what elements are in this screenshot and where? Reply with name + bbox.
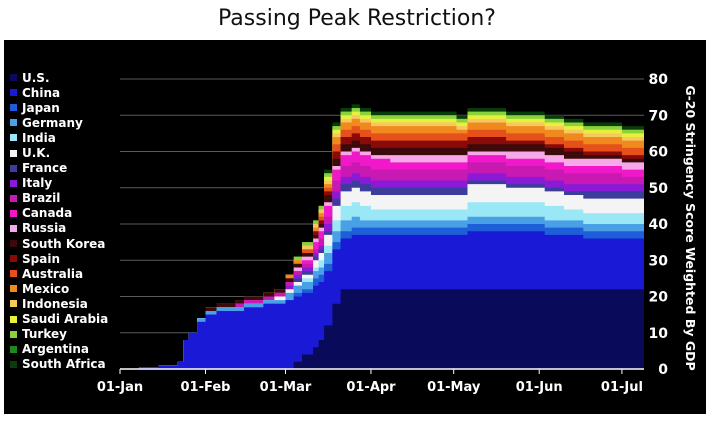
legend-label: India [22,130,56,145]
legend-item-japan: Japan [10,100,108,115]
legend-item-france: France [10,161,108,176]
legend-swatch [10,74,17,82]
legend-item-u-s-: U.S. [10,70,108,85]
x-tick-label: 01-Mar [260,380,312,395]
legend-label: China [22,85,61,100]
legend-label: France [22,161,68,176]
legend-item-mexico: Mexico [10,281,108,296]
legend-swatch [10,164,17,172]
y-tick-label: 50 [649,181,669,197]
x-tick-label: 01-Jun [516,380,563,395]
legend-item-spain: Spain [10,251,108,266]
legend-label: Indonesia [22,296,88,311]
y-tick-label: 20 [649,290,669,306]
x-tick-label: 01-May [427,380,481,395]
y-tick-label: 40 [649,217,669,233]
area-u-s- [120,289,644,369]
legend-swatch [10,134,17,142]
y-axis-label: G-20 Stringency Score Weighted By GDP [683,85,698,370]
legend-label: Turkey [22,327,67,342]
x-tick-label: 01-Jul [601,380,643,395]
legend-swatch [10,300,17,308]
legend-swatch [10,119,17,127]
y-tick-label: 0 [658,362,668,378]
legend-label: Russia [22,221,67,236]
legend-label: Italy [22,176,53,191]
legend-label: Canada [22,206,73,221]
legend-item-indonesia: Indonesia [10,296,108,311]
legend-swatch [10,89,17,97]
legend-label: Germany [22,115,83,130]
legend-swatch [10,240,17,248]
legend-item-india: India [10,130,108,145]
legend-label: U.S. [22,70,50,85]
legend-item-south-africa: South Africa [10,357,108,372]
y-tick-label: 10 [649,326,669,342]
legend-swatch [10,209,17,217]
legend-label: Mexico [22,281,70,296]
legend-item-south-korea: South Korea [10,236,108,251]
legend-swatch [10,224,17,232]
chart-panel: 01-Jan 01-Feb 01-Mar 01-Apr 01-May 01-Jun 01-J… [4,40,706,414]
legend-swatch [10,194,17,202]
chart-title: Passing Peak Restriction? [218,6,496,31]
legend-swatch [10,255,17,263]
y-tick-label: 80 [649,72,669,88]
x-tick-label: 01-Apr [346,380,396,395]
legend-item-china: China [10,85,108,100]
legend-label: Spain [22,251,60,266]
legend-label: Brazil [22,191,61,206]
legend-swatch [10,104,17,112]
legend-label: South Korea [22,236,106,251]
legend-item-canada: Canada [10,206,108,221]
legend-item-russia: Russia [10,221,108,236]
x-tick-label: 01-Feb [181,380,231,395]
legend: U.S. China Japan Germany India U.K. France Ital… [10,70,108,372]
legend-item-brazil: Brazil [10,191,108,206]
legend-item-saudi-arabia: Saudi Arabia [10,312,108,327]
legend-swatch [10,179,17,187]
legend-label: U.K. [22,146,51,161]
legend-item-turkey: Turkey [10,327,108,342]
legend-item-australia: Australia [10,266,108,281]
legend-label: Australia [22,266,84,281]
legend-swatch [10,270,17,278]
legend-swatch [10,330,17,338]
legend-swatch [10,360,17,368]
legend-swatch [10,285,17,293]
legend-item-u-k-: U.K. [10,145,108,160]
x-tick-label: 01-Jan [97,380,143,395]
legend-item-italy: Italy [10,176,108,191]
legend-swatch [10,149,17,157]
legend-label: Argentina [22,342,89,357]
legend-swatch [10,345,17,353]
stacked-area-chart: 01-Jan 01-Feb 01-Mar 01-Apr 01-May 01-Jun 01-J… [97,72,698,395]
legend-item-argentina: Argentina [10,342,108,357]
legend-item-germany: Germany [10,115,108,130]
legend-swatch [10,315,17,323]
legend-label: Saudi Arabia [22,312,109,327]
legend-label: Japan [22,100,60,115]
y-tick-label: 60 [649,145,669,161]
y-tick-label: 30 [649,253,669,269]
y-tick-label: 70 [649,108,669,124]
legend-label: South Africa [22,357,106,372]
